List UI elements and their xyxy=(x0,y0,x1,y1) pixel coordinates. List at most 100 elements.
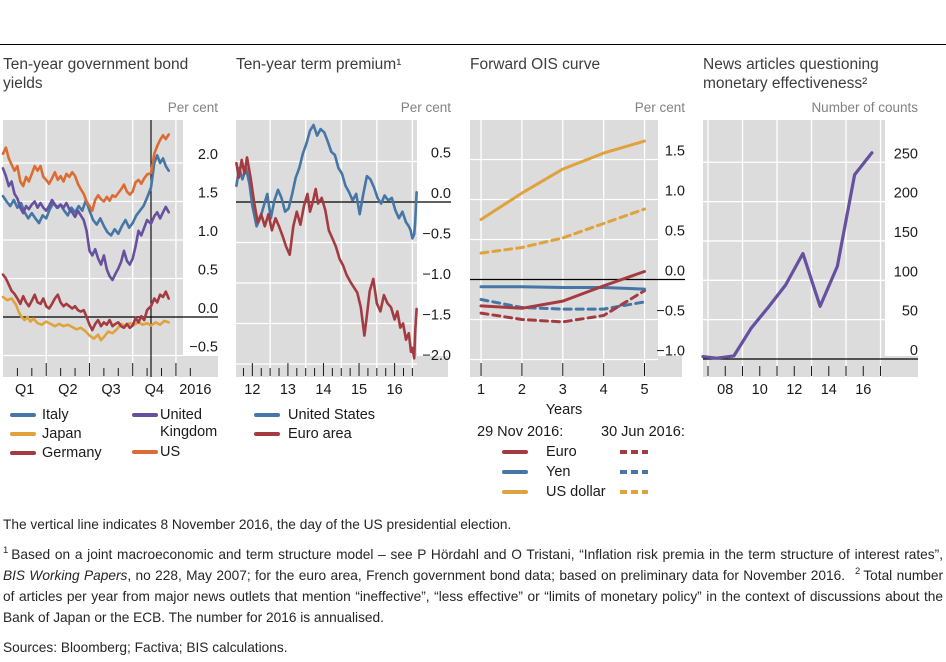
x-tick-label: 3 xyxy=(559,382,567,398)
x-tick-label: 14 xyxy=(821,382,837,398)
plot-area-panel-2 xyxy=(236,120,417,377)
y-tick-label: −2.0 xyxy=(422,348,451,364)
x-tick-label: Q3 xyxy=(101,382,120,398)
axis-strip-panel-1 xyxy=(183,356,218,377)
y-tick-label: 0.5 xyxy=(198,263,218,279)
legend-swatch-yen-solid xyxy=(502,470,528,474)
series-united-kingdom xyxy=(1,167,170,282)
legend-swatch-euro-dashed xyxy=(620,450,648,454)
legend-label-us: US xyxy=(160,444,181,460)
legend-label-germany: Germany xyxy=(42,445,102,461)
sources-line: Sources: Bloomberg; Factiva; BIS calcula… xyxy=(3,640,288,655)
legend-label-euro-area: Euro area xyxy=(288,426,352,442)
legend-swatch-us-dollar-dashed xyxy=(620,490,648,494)
y-tick-label: 100 xyxy=(894,264,918,280)
x-tick-label: 12 xyxy=(244,382,260,398)
series-us-dollar-30-jun-2016- xyxy=(479,207,646,255)
x-tick-label: Q2 xyxy=(58,382,77,398)
plot-area-panel-4 xyxy=(703,120,885,377)
axis-strip-panel-3 xyxy=(658,356,682,377)
y-tick-label: −1.5 xyxy=(422,308,451,324)
panel4-unit-label: Number of counts xyxy=(811,100,918,115)
x-tick-label: 1 xyxy=(477,382,485,398)
x-tick-label: 16 xyxy=(855,382,871,398)
series-euro-30-jun-2016- xyxy=(479,289,646,324)
y-tick-label: 2.0 xyxy=(198,147,218,163)
legend-swatch-italy xyxy=(10,413,36,417)
y-tick-label: 50 xyxy=(902,304,918,320)
series-euro-29-nov-2016- xyxy=(479,270,646,310)
x-tick-label: 4 xyxy=(600,382,608,398)
footnote-paragraph: 1 Based on a joint macroeconomic and term… xyxy=(3,544,943,628)
series-euro-area xyxy=(235,156,418,360)
y-tick-label: 0.0 xyxy=(665,264,685,280)
y-tick-label: 250 xyxy=(894,146,918,162)
x-tick-label: 2 xyxy=(518,382,526,398)
panel2-title: Ten-year term premium¹ xyxy=(236,56,402,73)
y-tick-label: 0.5 xyxy=(665,224,685,240)
legend-header-29-nov-2016: 29 Nov 2016: xyxy=(477,424,564,440)
legend-swatch-us-dollar-solid xyxy=(502,490,528,494)
x-tick-label: 12 xyxy=(786,382,802,398)
panel3-x-axis-title: Years xyxy=(545,402,583,418)
legend-swatch-united-states xyxy=(254,413,280,417)
legend-header-30-jun-2016: 30 Jun 2016: xyxy=(601,424,685,440)
top-rule xyxy=(0,44,946,45)
series-news-articles xyxy=(701,151,874,360)
axis-strip-panel-4 xyxy=(885,356,918,377)
axis-strip-panel-2 xyxy=(417,356,448,377)
y-tick-label: 1.0 xyxy=(665,184,685,200)
footnote-1-italic-title: BIS Working Papers xyxy=(3,568,128,583)
y-tick-label: −1.0 xyxy=(422,267,451,283)
legend-swatch-japan xyxy=(10,432,36,436)
panel1-unit-label: Per cent xyxy=(167,100,218,115)
footnote-2-marker: 2 xyxy=(855,566,861,578)
y-tick-label: 1.5 xyxy=(665,144,685,160)
x-tick-label: 16 xyxy=(387,382,403,398)
y-tick-label: −0.5 xyxy=(189,340,218,356)
panel1-title: Ten-year government bond yields xyxy=(3,56,189,92)
footnote-2-text: Total number of articles per year from m… xyxy=(3,568,944,625)
x-tick-label: 10 xyxy=(752,382,768,398)
y-tick-label: −1.0 xyxy=(656,344,685,360)
footnote-1-text-pre: Based on a joint macroeconomic and term … xyxy=(11,547,943,562)
x-tick-label: 5 xyxy=(640,382,648,398)
y-tick-label: −0.5 xyxy=(422,227,451,243)
event-line-note: The vertical line indicates 8 November 2… xyxy=(3,517,512,532)
legend-swatch-euro-solid xyxy=(502,450,528,454)
panel3-unit-label: Per cent xyxy=(634,100,685,115)
legend-swatch-germany xyxy=(10,451,36,455)
y-tick-label: 1.0 xyxy=(198,224,218,240)
y-tick-label: 200 xyxy=(894,186,918,202)
legend-label-united-states: United States xyxy=(288,407,376,423)
legend-swatch-united-kingdom xyxy=(132,413,158,417)
y-tick-label: 0.0 xyxy=(431,186,451,202)
legend-label-us-dollar: US dollar xyxy=(546,484,606,500)
series-yen-29-nov-2016- xyxy=(479,285,646,291)
y-tick-label: 1.5 xyxy=(198,186,218,202)
y-tick-label: −0.5 xyxy=(656,304,685,320)
x-tick-label: 14 xyxy=(315,382,331,398)
y-tick-label: 0 xyxy=(910,343,918,359)
legend-swatch-euro-area xyxy=(254,432,280,436)
legend-label-united-kingdom: United Kingdom xyxy=(160,407,218,440)
legend-swatch-us xyxy=(132,450,158,454)
series-germany xyxy=(1,273,170,332)
x-tick-label: 08 xyxy=(717,382,733,398)
legend-label-euro: Euro xyxy=(546,444,577,460)
panel4-title: News articles questioning monetary effec… xyxy=(703,56,879,92)
x-tick-label: 13 xyxy=(280,382,296,398)
x-tick-label: Q1 xyxy=(15,382,34,398)
series-us-dollar-29-nov-2016- xyxy=(479,139,646,221)
legend-label-yen: Yen xyxy=(546,464,571,480)
series-united-states xyxy=(235,123,418,240)
x-tick-label: 2016 xyxy=(179,382,211,398)
legend-label-japan: Japan xyxy=(42,426,82,442)
legend-swatch-yen-dashed xyxy=(620,470,648,474)
y-tick-label: 150 xyxy=(894,225,918,241)
plot-area-panel-3 xyxy=(470,120,658,377)
panel2-unit-label: Per cent xyxy=(400,100,451,115)
footnote-1-marker: 1 xyxy=(3,545,9,557)
